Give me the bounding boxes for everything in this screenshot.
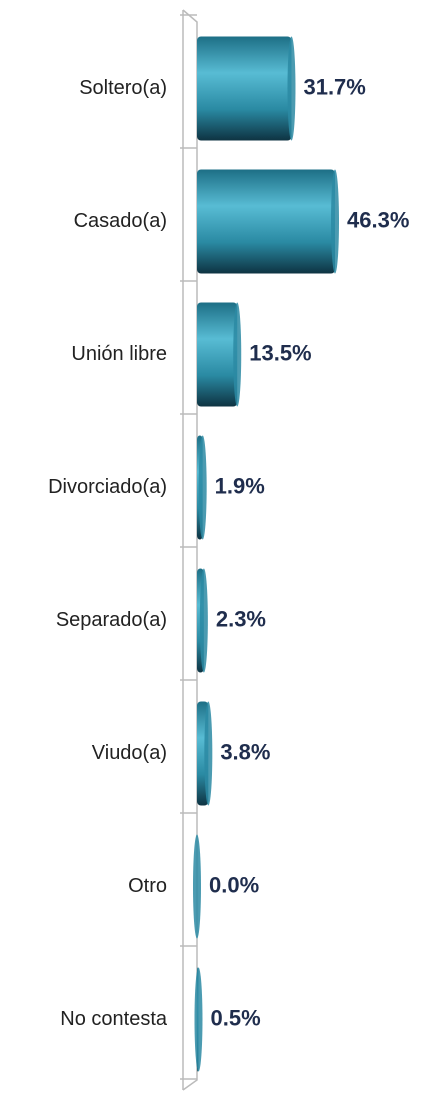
axis [182,9,198,1091]
category-label: Separado(a) [56,609,167,631]
axis-line [182,9,198,1091]
bar-cap [233,302,242,407]
category-label: Soltero(a) [79,77,167,99]
category-label: Unión libre [71,343,167,365]
bar-cap [198,435,207,540]
value-label: 13.5% [249,340,311,365]
category-label: Casado(a) [74,210,167,232]
category-label: Otro [128,875,167,897]
category-label: No contesta [60,1008,168,1030]
value-label: 46.3% [347,207,409,232]
value-label: 0.0% [209,872,259,897]
value-label: 1.9% [215,473,265,498]
bar-cap [204,701,213,806]
category-label: Viudo(a) [92,742,167,764]
category-label: Divorciado(a) [48,476,167,498]
bar [197,169,335,274]
bar-cap [194,967,203,1072]
bar [197,302,238,407]
value-label: 2.3% [216,606,266,631]
bar-cap [287,36,296,141]
bar [197,36,292,141]
value-label: 3.8% [220,739,270,764]
bar-cap [193,834,201,939]
value-label: 31.7% [303,74,365,99]
bar-cap [199,568,208,673]
value-label: 0.5% [210,1005,260,1030]
bar-cap [331,169,339,274]
